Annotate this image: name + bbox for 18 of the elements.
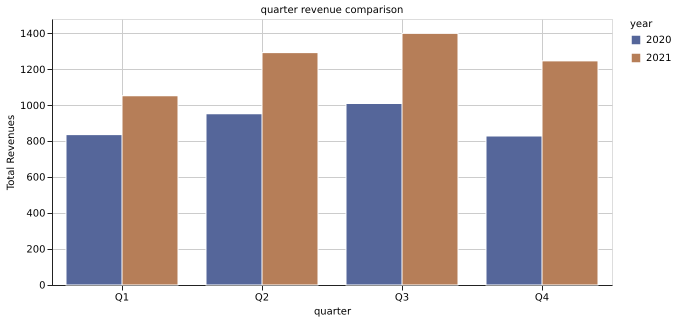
- y-tick-label: 1400: [20, 28, 46, 40]
- x-tick-label: Q1: [114, 292, 130, 304]
- x-tick-label: Q3: [394, 292, 410, 304]
- y-tick-label: 400: [26, 208, 46, 220]
- y-tick-label: 600: [26, 172, 46, 184]
- y-tick-label: 1000: [20, 100, 46, 112]
- legend-label: 2021: [646, 53, 672, 64]
- x-tick-label: Q2: [254, 292, 270, 304]
- legend-title: year: [630, 19, 654, 30]
- chart-title: quarter revenue comparison: [260, 5, 404, 16]
- y-tick-label: 800: [26, 136, 46, 148]
- x-tick-label: Q4: [534, 292, 550, 304]
- y-axis-title: Total Revenues: [6, 114, 18, 192]
- y-tick-label: 200: [26, 244, 46, 256]
- x-axis-title: quarter: [314, 306, 352, 318]
- legend-label: 2020: [646, 35, 672, 46]
- y-tick-label: 1200: [20, 64, 46, 76]
- y-tick-label: 0: [39, 280, 46, 292]
